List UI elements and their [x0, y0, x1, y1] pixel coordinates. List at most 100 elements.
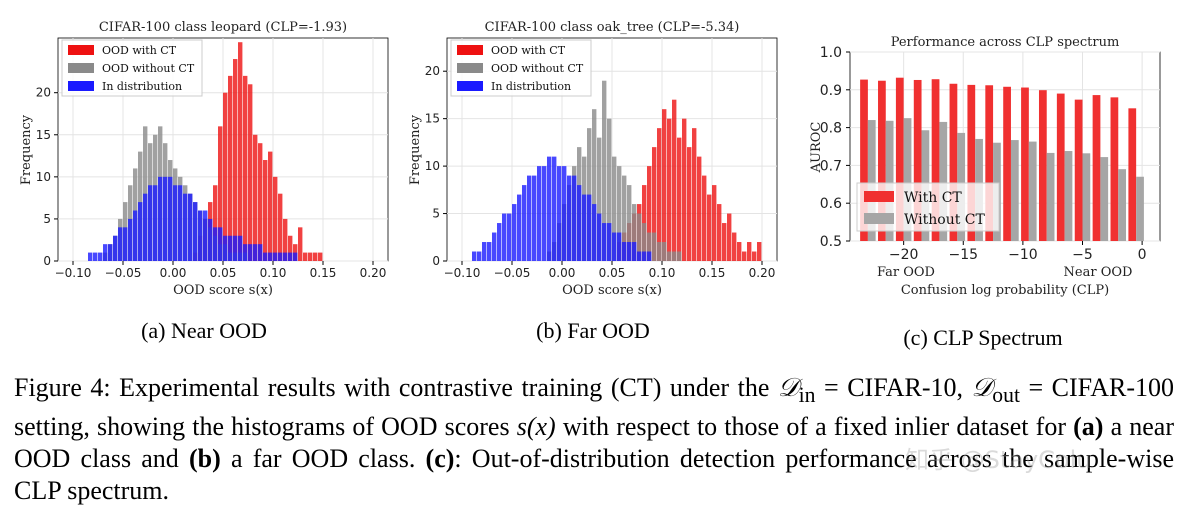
panel-c-ytick-label: 1.0 [820, 45, 842, 61]
caption-part2: with respect to those of a fixed inlier … [555, 412, 1074, 442]
panel-c-clp-spectrum: Performance across CLP spectrum −20 −15 −1… [809, 35, 1161, 350]
panel-a-bar-ood-with-ct [273, 176, 278, 261]
panel-b-bar-ood-with-ct [717, 204, 722, 261]
panel-c-bar-without-ct [1010, 140, 1019, 241]
caption-dout-sub: out [992, 383, 1020, 408]
panel-a-bar-in-distribution [178, 185, 183, 261]
panel-a-bar-in-distribution [228, 235, 233, 261]
panel-a-bar-ood-with-ct [298, 227, 303, 261]
panel-a-bar-ood-with-ct [268, 151, 273, 261]
panel-a-title: CIFAR-100 class leopard (CLP=-1.93) [99, 20, 347, 35]
panel-c-bar-with-ct [1056, 93, 1065, 241]
panel-a-bar-ood-with-ct [288, 235, 293, 261]
panel-a-bar-ood-with-ct [253, 134, 258, 261]
panel-b-bar-ood-with-ct [687, 147, 692, 261]
panel-c-legend: With CT Without CT [856, 182, 1000, 232]
panel-b-bar-ood-with-ct [702, 175, 707, 261]
panel-a-bar-in-distribution [143, 193, 148, 261]
panel-b-ytick-label: 0 [432, 254, 440, 268]
panel-b-xtick-label: 0.05 [599, 266, 626, 280]
panel-a-bar-ood-with-ct [278, 193, 283, 261]
panel-a-bar-in-distribution [88, 252, 93, 261]
panel-a-bar-in-distribution [118, 227, 123, 261]
panel-a-xtick-label: 0.20 [360, 266, 387, 280]
panel-c-bar-without-ct [1100, 157, 1109, 241]
panel-b-bar-in-distribution [597, 213, 602, 261]
panel-c-bar-with-ct [985, 85, 994, 241]
panel-b-bar-in-distribution [492, 232, 497, 261]
panel-c-bar-without-ct [903, 118, 912, 241]
panel-b-xtick-label: 0.20 [749, 266, 776, 280]
panel-b-bar-ood-without-ct [652, 232, 657, 261]
panel-b-bar-in-distribution [612, 232, 617, 261]
panel-a-bar-ood-with-ct [248, 84, 253, 261]
panel-b-bar-in-distribution [627, 242, 632, 261]
panel-b-bar-in-distribution [477, 251, 482, 261]
panel-a-bar-in-distribution [123, 227, 128, 261]
panel-b-legend-with-ct: OOD with CT [491, 44, 566, 57]
panel-a-bar-in-distribution [138, 202, 143, 261]
panel-a-bar-in-distribution [163, 176, 168, 261]
panel-c-subcaption: (c) CLP Spectrum [903, 325, 1062, 350]
caption-dout-value: = CIFAR-100 setting, showing the histogr… [14, 373, 1174, 442]
panel-a-xtick-label: 0.15 [310, 266, 337, 280]
panel-c-bar-without-ct [885, 120, 894, 241]
panel-c-xlabel: Confusion log probability (CLP) [901, 283, 1109, 298]
panel-b-bar-ood-without-ct [672, 251, 677, 261]
panel-c-xtick-label: −5 [1072, 247, 1093, 263]
panel-b-bar-ood-without-ct [647, 232, 652, 261]
panel-a-bar-in-distribution [278, 252, 283, 261]
panel-a-legend-with-ct: OOD with CT [102, 44, 177, 57]
panel-a-bar-ood-with-ct [243, 75, 248, 262]
caption-din-sub: in [798, 383, 816, 408]
panel-b-bar-in-distribution [532, 175, 537, 261]
panel-a-bar-in-distribution [103, 244, 108, 261]
panel-b-bar-ood-with-ct [722, 223, 727, 261]
panel-b-legend-without-ct: OOD without CT [491, 62, 584, 75]
panel-a-xtick-label: 0.00 [160, 266, 187, 280]
caption-dout-symbol: 𝒟 [971, 373, 993, 402]
panel-c-legend-swatch-without-ct [864, 213, 894, 224]
panel-a-bar-ood-with-ct [318, 252, 323, 261]
panel-b-bar-ood-with-ct [662, 109, 667, 261]
panel-b-bar-ood-without-ct [602, 80, 607, 262]
panel-b-bar-in-distribution [497, 223, 502, 261]
panel-b-bar-ood-with-ct [707, 194, 712, 261]
panel-a-ytick-label: 10 [36, 170, 51, 184]
panel-b-bar-in-distribution [487, 242, 492, 261]
panel-b-far-ood: CIFAR-100 class oak_tree (CLP=-5.34) −0.… [408, 20, 778, 343]
panel-b-xlabel: OOD score s(x) [562, 283, 662, 298]
panel-b-bar-ood-with-ct [732, 232, 737, 261]
panel-b-bar-in-distribution [637, 251, 642, 261]
panel-c-xtick-label: −15 [948, 247, 978, 263]
panel-b-legend-swatch-in-dist [457, 81, 483, 91]
panel-b-bar-in-distribution [517, 194, 522, 261]
panel-c-bar-without-ct [1136, 176, 1144, 241]
panel-a-bar-in-distribution [268, 252, 273, 261]
panel-b-bar-in-distribution [542, 166, 547, 261]
panel-a-legend-swatch-without-ct [68, 63, 94, 73]
panel-a-bar-ood-with-ct [238, 42, 243, 261]
panel-b-bar-ood-without-ct [612, 156, 617, 261]
panel-b-bar-ood-without-ct [662, 242, 667, 261]
panel-c-bar-with-ct [913, 79, 922, 241]
panel-b-bar-in-distribution [567, 175, 572, 261]
panel-b-bar-ood-without-ct [677, 251, 682, 261]
panel-a-bar-in-distribution [148, 185, 153, 261]
caption-part5: : Out-of-distribution detection performa… [14, 444, 1174, 506]
panel-a-bar-in-distribution [158, 176, 163, 261]
panel-a-xtick-label: −0.10 [55, 266, 92, 280]
panel-b-bar-ood-without-ct [667, 251, 672, 261]
panel-b-bar-in-distribution [562, 166, 567, 261]
panel-c-bar-with-ct [1038, 90, 1047, 241]
panel-a-bars [88, 42, 323, 262]
panel-c-legend-with-ct: With CT [904, 190, 962, 206]
panel-b-bar-in-distribution [592, 204, 597, 261]
panel-b-bar-ood-without-ct [622, 175, 627, 261]
figure-canvas: CIFAR-100 class leopard (CLP=-1.93) −0.1… [19, 20, 1161, 350]
panel-c-bar-with-ct [949, 83, 958, 241]
panel-c-bar-without-ct [1064, 151, 1073, 241]
panel-b-bar-ood-without-ct [627, 185, 632, 261]
panel-b-bar-in-distribution [557, 166, 562, 261]
panel-b-bar-ood-with-ct [712, 185, 717, 261]
